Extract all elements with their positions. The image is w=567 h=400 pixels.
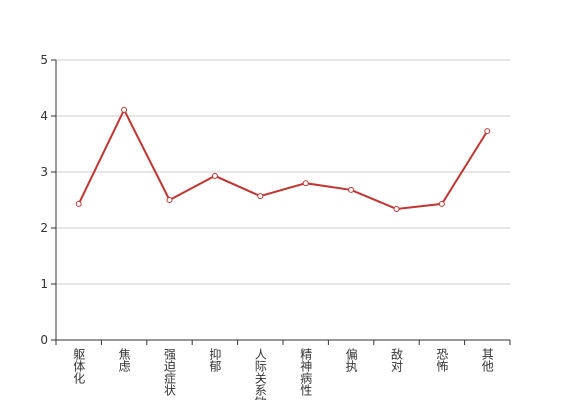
y-tick-label: 5 bbox=[40, 53, 48, 67]
x-tick-label: 精神病性 bbox=[299, 348, 313, 397]
point bbox=[257, 193, 264, 200]
x-tick-label: 强迫症状 bbox=[163, 348, 177, 396]
line bbox=[77, 107, 489, 210]
x-tick-label: 抑郁 bbox=[208, 347, 222, 373]
x-tick-label: 人际关系敏感 bbox=[253, 348, 267, 400]
x-tick-label: 焦虑 bbox=[117, 348, 131, 372]
point bbox=[484, 128, 491, 135]
x-tick-label: 偏执 bbox=[344, 347, 358, 373]
y-tick-label: 3 bbox=[40, 165, 48, 179]
point bbox=[75, 200, 82, 207]
y-tick-label: 1 bbox=[40, 277, 48, 291]
x-tick-label: 躯体化 bbox=[72, 347, 86, 385]
point bbox=[393, 205, 400, 212]
x-tick-label: 恐怖 bbox=[435, 348, 449, 372]
point bbox=[348, 186, 355, 193]
point bbox=[302, 180, 309, 187]
point bbox=[211, 172, 218, 179]
point bbox=[438, 200, 445, 207]
point bbox=[166, 197, 173, 203]
y-tick-label: 2 bbox=[40, 221, 48, 235]
point bbox=[121, 106, 128, 113]
y-tick-label: 4 bbox=[40, 109, 48, 123]
x-tick-label: 其他 bbox=[480, 348, 494, 372]
x-tick-label: 敌对 bbox=[390, 347, 404, 372]
y-tick-label: 0 bbox=[40, 333, 48, 347]
